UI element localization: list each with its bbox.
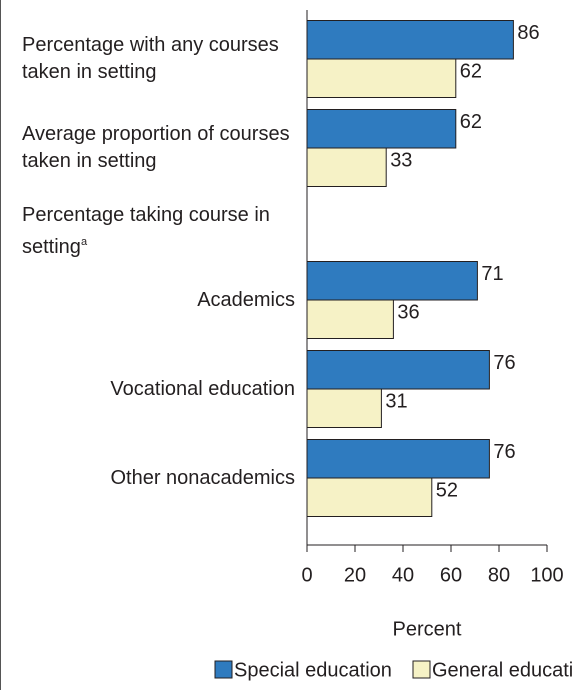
x-tick-label: 60	[440, 564, 462, 586]
x-tick-label: 80	[488, 564, 510, 586]
category-label-text: Vocational education	[110, 377, 295, 400]
category-label: Academics	[25, 287, 295, 314]
bar	[306, 350, 490, 390]
bar	[306, 147, 387, 187]
value-label: 76	[493, 352, 515, 374]
x-tick-label: 20	[344, 564, 366, 586]
value-label: 36	[397, 301, 419, 323]
value-label: 62	[460, 111, 482, 133]
bar	[306, 388, 382, 428]
value-label: 33	[390, 149, 412, 171]
legend-swatch	[214, 660, 233, 679]
category-label-text: Percentage with any courses taken in set…	[22, 34, 279, 83]
category-label-text: Academics	[197, 288, 295, 311]
x-tick-label: 40	[392, 564, 414, 586]
bar	[306, 299, 394, 339]
bar	[306, 20, 514, 60]
bar	[306, 261, 478, 301]
bar	[306, 439, 490, 479]
category-label-text: Percentage taking course in setting	[22, 204, 270, 258]
value-label: 76	[493, 441, 515, 463]
value-label: 31	[385, 390, 407, 412]
category-label: Percentage with any courses taken in set…	[22, 32, 292, 86]
legend-swatch	[412, 660, 431, 679]
bar	[306, 109, 457, 149]
category-label: Average proportion of courses taken in s…	[22, 121, 292, 175]
bar	[306, 477, 433, 517]
x-axis-title: Percent	[393, 618, 462, 640]
category-label: Vocational education	[25, 376, 295, 403]
value-label: 52	[436, 479, 458, 501]
category-label-text: Other nonacademics	[110, 466, 295, 489]
category-label-text: Average proportion of courses taken in s…	[22, 123, 290, 172]
bar	[306, 58, 457, 98]
legend-label: Special education	[234, 659, 392, 681]
category-label: Percentage taking course in settinga	[22, 202, 292, 261]
x-tick-label: 100	[530, 564, 563, 586]
category-label: Other nonacademics	[25, 465, 295, 492]
value-label: 71	[481, 263, 503, 285]
value-label: 62	[460, 60, 482, 82]
footnote-marker: a	[80, 236, 88, 248]
x-tick-label: 0	[301, 564, 312, 586]
value-label: 86	[517, 22, 539, 44]
legend-label: General education	[432, 659, 574, 681]
